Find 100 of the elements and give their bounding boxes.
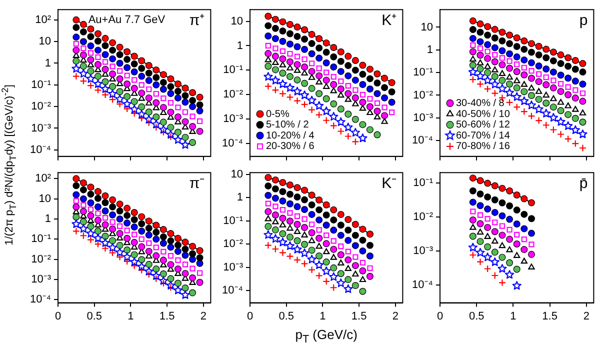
point <box>316 90 323 98</box>
point <box>166 130 176 139</box>
point <box>352 220 359 228</box>
point <box>490 257 500 266</box>
point <box>359 288 366 295</box>
point <box>520 46 528 53</box>
point <box>528 264 535 270</box>
point <box>564 121 573 130</box>
point <box>72 46 80 54</box>
point <box>124 246 131 254</box>
point <box>145 218 152 225</box>
point <box>80 179 87 186</box>
x-tick-label: 2 <box>583 310 590 322</box>
point <box>189 256 196 263</box>
point <box>272 194 279 202</box>
point <box>359 226 366 233</box>
point <box>367 265 373 271</box>
point <box>528 48 535 56</box>
point <box>94 228 102 235</box>
point <box>87 56 94 64</box>
point <box>174 113 182 120</box>
point <box>175 104 181 110</box>
point <box>491 44 498 52</box>
point <box>344 52 352 60</box>
point <box>322 266 331 276</box>
point <box>484 243 492 250</box>
point <box>130 60 138 68</box>
point <box>294 203 301 210</box>
point <box>94 38 102 45</box>
point <box>484 193 492 200</box>
point <box>279 28 286 35</box>
point <box>514 252 520 258</box>
point <box>315 272 323 280</box>
point <box>78 224 88 233</box>
point <box>130 98 138 106</box>
point <box>286 190 294 198</box>
point <box>272 185 279 192</box>
point <box>469 76 477 84</box>
point <box>130 216 138 224</box>
point <box>109 46 116 54</box>
point <box>542 54 550 62</box>
point <box>158 276 168 285</box>
point <box>160 96 166 102</box>
point <box>87 184 94 191</box>
point <box>550 84 557 92</box>
point <box>182 270 189 277</box>
point <box>300 260 308 268</box>
point <box>116 100 124 108</box>
point <box>152 252 160 260</box>
point <box>330 246 338 253</box>
point <box>270 76 280 84</box>
point <box>359 62 366 69</box>
point <box>73 40 79 47</box>
point <box>330 254 337 260</box>
point <box>579 68 586 76</box>
point <box>366 272 374 280</box>
point <box>138 82 144 88</box>
point <box>294 76 301 84</box>
point <box>513 68 520 76</box>
point <box>287 210 293 216</box>
chart-title: K⁻ <box>382 175 397 192</box>
point <box>102 42 109 50</box>
point <box>130 209 138 216</box>
point <box>115 248 124 256</box>
point <box>316 54 323 62</box>
point <box>476 190 484 198</box>
point <box>360 92 366 98</box>
point <box>279 230 286 238</box>
point <box>302 56 308 62</box>
point <box>564 74 572 82</box>
point <box>344 236 352 244</box>
point <box>108 242 118 252</box>
point <box>520 56 528 64</box>
y-tick-label: 10 <box>420 21 433 34</box>
point <box>338 243 344 250</box>
point <box>579 118 586 126</box>
point <box>330 64 338 71</box>
point <box>504 88 514 97</box>
point <box>490 80 500 88</box>
point <box>160 78 167 86</box>
point <box>484 63 491 69</box>
point <box>301 46 308 53</box>
point <box>272 16 279 23</box>
point <box>352 138 360 146</box>
point <box>272 46 278 52</box>
point <box>316 78 322 84</box>
point <box>123 258 131 266</box>
point <box>294 54 300 60</box>
point <box>72 58 80 65</box>
point <box>322 278 330 286</box>
point <box>130 68 138 76</box>
point <box>484 180 492 187</box>
point <box>504 270 514 279</box>
point <box>80 232 88 240</box>
point <box>158 125 168 134</box>
point <box>102 59 108 65</box>
point <box>491 196 498 204</box>
point <box>294 228 301 234</box>
point <box>336 278 346 288</box>
point <box>264 56 272 62</box>
